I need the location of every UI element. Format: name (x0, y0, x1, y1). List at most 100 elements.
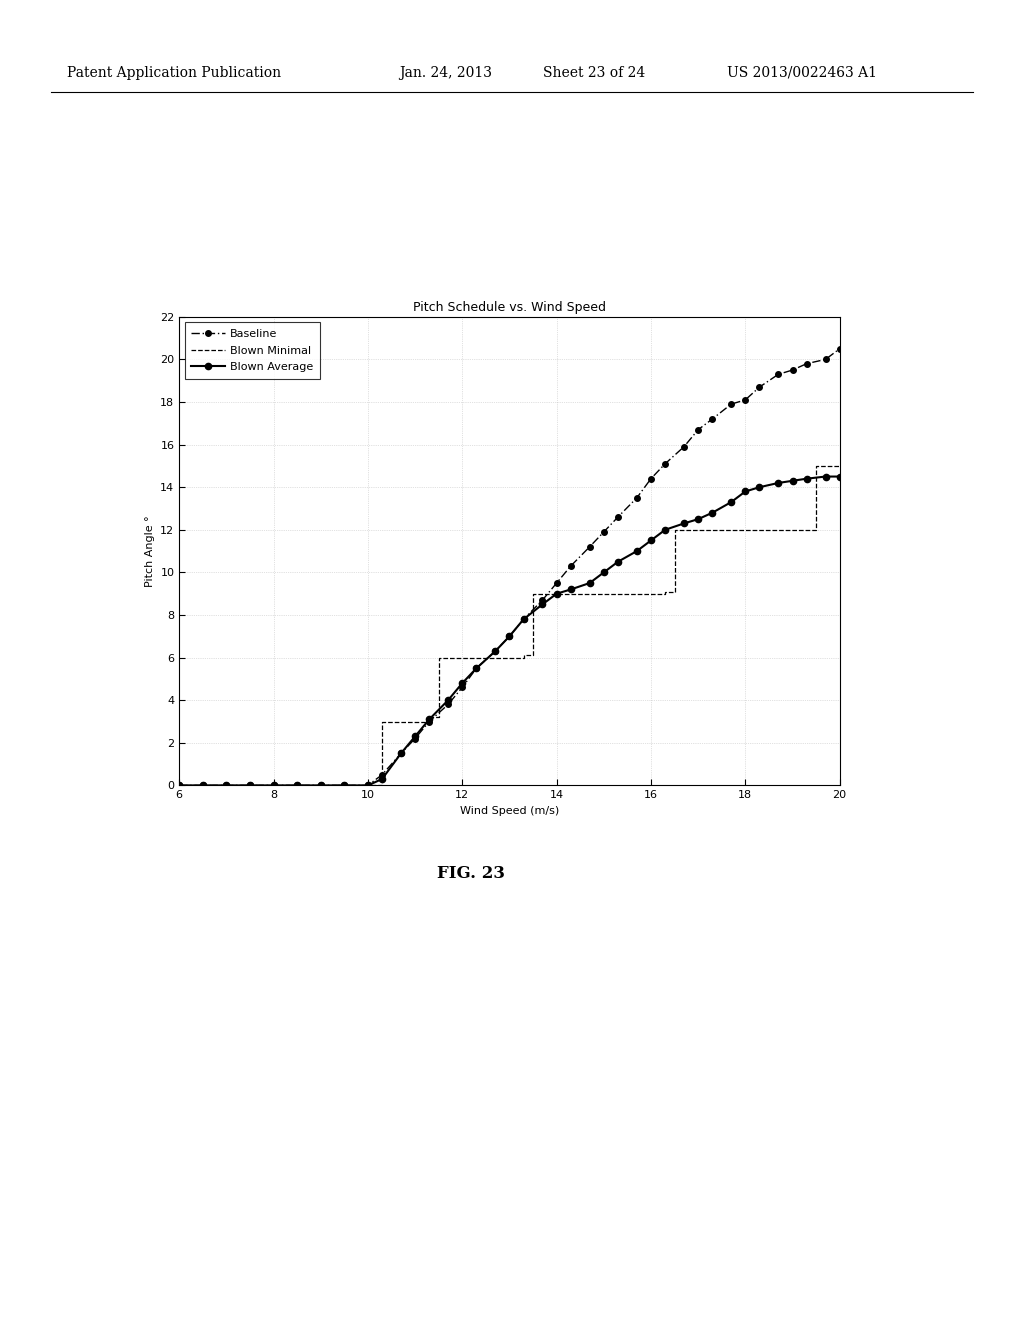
Blown Average (244, 777, 256, 793)
Baseline (517, 611, 529, 627)
Y-axis label: Pitch Angle °: Pitch Angle ° (144, 515, 155, 587)
Blown Minimal (834, 458, 846, 474)
Baseline (503, 628, 515, 644)
Blown Average (456, 676, 468, 692)
Baseline (834, 341, 846, 356)
Baseline (692, 422, 705, 438)
Blown Average (754, 479, 766, 495)
Blown Average (786, 473, 799, 488)
Line: Baseline: Baseline (176, 346, 843, 788)
Baseline (819, 351, 831, 367)
Blown Average (707, 504, 719, 520)
Blown Average (314, 777, 327, 793)
Blown Average (442, 692, 455, 708)
Blown Average (517, 611, 529, 627)
Blown Average (503, 628, 515, 644)
Blown Minimal (669, 521, 681, 537)
Baseline (551, 576, 563, 591)
Blown Average (338, 777, 350, 793)
Baseline (584, 539, 596, 554)
Blown Minimal (659, 583, 672, 599)
Blown Minimal (423, 714, 435, 730)
Baseline (659, 455, 672, 471)
Blown Minimal (376, 777, 388, 793)
Baseline (361, 777, 374, 793)
Blown Average (692, 511, 705, 527)
Blown Average (267, 777, 280, 793)
Blown Average (220, 777, 232, 793)
Blown Average (489, 643, 502, 659)
Baseline (598, 524, 610, 540)
Baseline (409, 731, 421, 747)
Blown Average (645, 532, 657, 548)
Baseline (267, 777, 280, 793)
Blown Average (834, 469, 846, 484)
Blown Average (173, 777, 185, 793)
Blown Average (291, 777, 303, 793)
Blown Minimal (527, 648, 540, 664)
Blown Average (376, 771, 388, 787)
Blown Average (537, 597, 549, 612)
Blown Minimal (669, 583, 681, 599)
Text: Patent Application Publication: Patent Application Publication (67, 66, 281, 79)
Blown Minimal (376, 714, 388, 730)
Blown Minimal (810, 458, 822, 474)
Blown Average (470, 660, 482, 676)
Blown Minimal (810, 521, 822, 537)
Baseline (786, 362, 799, 378)
Baseline (395, 746, 408, 762)
Blown Average (551, 586, 563, 602)
Baseline (470, 660, 482, 676)
Line: Blown Average: Blown Average (176, 474, 843, 788)
Blown Average (739, 483, 752, 499)
Baseline (456, 680, 468, 696)
Text: Sheet 23 of 24: Sheet 23 of 24 (543, 66, 645, 79)
Baseline (801, 355, 813, 372)
Baseline (244, 777, 256, 793)
Title: Pitch Schedule vs. Wind Speed: Pitch Schedule vs. Wind Speed (413, 301, 606, 314)
Text: Jan. 24, 2013: Jan. 24, 2013 (399, 66, 493, 79)
Blown Average (564, 582, 577, 598)
Baseline (197, 777, 209, 793)
X-axis label: Wind Speed (m/s): Wind Speed (m/s) (460, 805, 559, 816)
Baseline (678, 438, 690, 454)
Baseline (376, 767, 388, 783)
Text: FIG. 23: FIG. 23 (437, 865, 505, 882)
Blown Minimal (432, 709, 444, 725)
Baseline (707, 411, 719, 426)
Blown Average (631, 544, 643, 560)
Baseline (423, 714, 435, 730)
Text: US 2013/0022463 A1: US 2013/0022463 A1 (727, 66, 877, 79)
Blown Average (801, 471, 813, 487)
Baseline (564, 558, 577, 574)
Blown Average (819, 469, 831, 484)
Baseline (739, 392, 752, 408)
Baseline (631, 490, 643, 506)
Blown Average (678, 516, 690, 532)
Line: Blown Minimal: Blown Minimal (179, 466, 840, 785)
Blown Average (409, 729, 421, 744)
Blown Average (423, 711, 435, 727)
Baseline (772, 367, 784, 383)
Baseline (537, 593, 549, 609)
Blown Minimal (659, 586, 672, 602)
Baseline (725, 396, 737, 412)
Baseline (173, 777, 185, 793)
Blown Minimal (517, 648, 529, 664)
Blown Average (584, 576, 596, 591)
Blown Average (598, 565, 610, 581)
Baseline (489, 643, 502, 659)
Blown Minimal (527, 586, 540, 602)
Blown Average (611, 554, 624, 570)
Blown Average (197, 777, 209, 793)
Blown Minimal (173, 777, 185, 793)
Baseline (442, 697, 455, 713)
Baseline (338, 777, 350, 793)
Baseline (291, 777, 303, 793)
Legend: Baseline, Blown Minimal, Blown Average: Baseline, Blown Minimal, Blown Average (184, 322, 321, 379)
Blown Average (395, 746, 408, 762)
Blown Average (659, 521, 672, 537)
Baseline (611, 510, 624, 525)
Blown Average (772, 475, 784, 491)
Blown Average (725, 494, 737, 510)
